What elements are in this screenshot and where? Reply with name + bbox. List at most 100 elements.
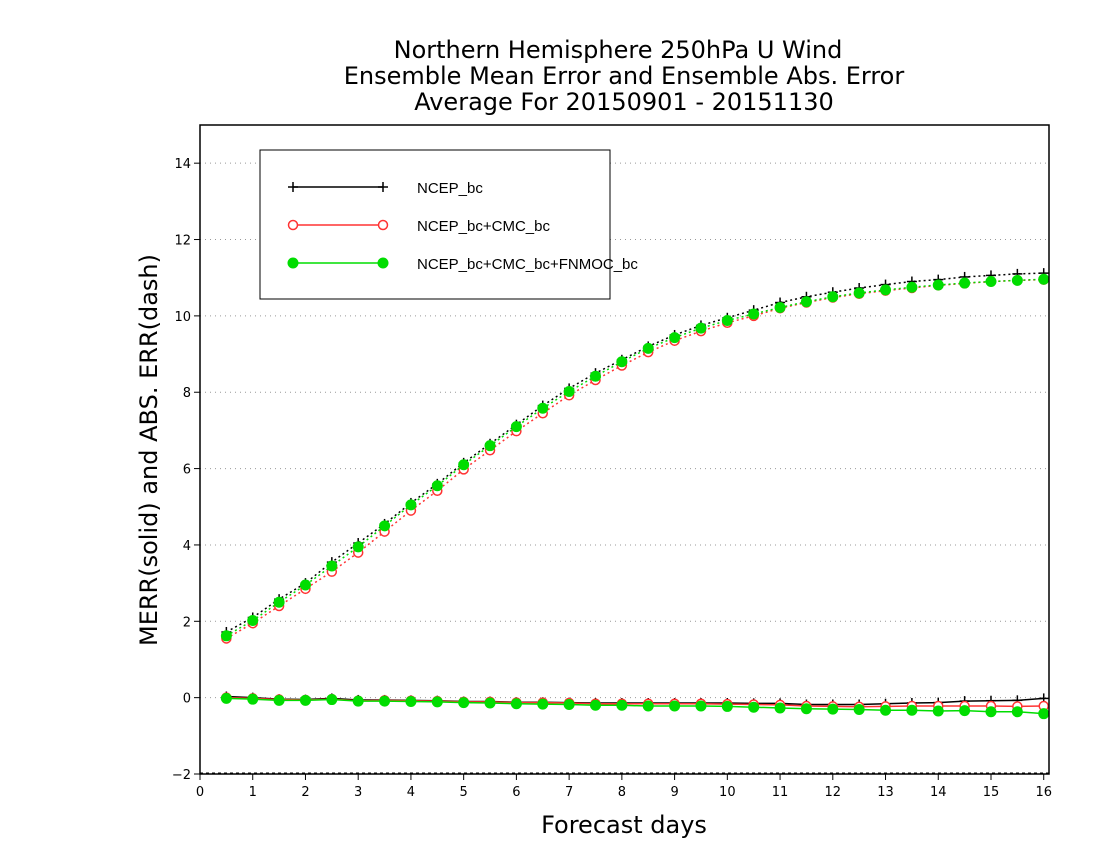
mean-err-point [247,693,259,705]
series-0 [221,268,1049,710]
mean-err-point [379,695,391,707]
legend-entry: NCEP_bc [288,180,483,197]
x-tick-label: 2 [301,785,309,800]
mean-err-point [405,695,417,707]
abs-err-point [774,301,786,313]
x-tick-label: 8 [618,785,626,800]
abs-err-point [510,421,522,433]
x-tick-label: 14 [930,785,947,800]
mean-err-point [352,695,364,707]
x-tick-label: 12 [825,785,842,800]
abs-err-line [225,278,1044,640]
mean-err-point [484,697,496,709]
abs-err-point [484,440,496,452]
x-axis-label: Forecast days [541,811,707,839]
y-tick-label: 12 [174,234,191,249]
abs-err-point [379,520,391,532]
abs-err-line [226,272,1044,633]
mean-err-point [431,696,443,708]
x-tick-label: 9 [670,785,678,800]
y-tick-label: 4 [183,539,191,554]
abs-err-point [721,314,733,326]
legend-label: NCEP_bc+CMC_bc [417,218,550,235]
series-layer [220,268,1050,720]
title-line-3: Average For 20150901 - 20151130 [414,88,834,116]
mean-err-point [800,703,812,715]
abs-err-line [225,278,1044,637]
abs-err-point [880,284,892,296]
mean-err-point [853,703,865,715]
y-axis-label: MERR(solid) and ABS. ERR(dash) [135,254,163,646]
series-1 [221,274,1049,713]
mean-err-point [959,705,971,717]
x-tick-label: 13 [877,785,894,800]
x-tick-label: 0 [196,785,204,800]
mean-err-point [906,704,918,716]
legend-marker [378,182,388,192]
mean-err-point [1011,706,1023,718]
y-tick-label: 0 [183,692,191,707]
abs-err-point [299,579,311,591]
x-tick-label: 1 [249,785,257,800]
legend-marker [288,182,298,192]
y-axis-ticks: −2 0 2 4 6 8 10 12 14 [172,157,200,783]
legend-entry: NCEP_bc+CMC_bc+FNMOC_bc [287,256,638,273]
abs-err-point [247,615,259,627]
abs-err-point [695,322,707,334]
abs-err-point [589,370,601,382]
x-tick-label: 5 [460,785,468,800]
abs-err-point [431,480,443,492]
mean-err-point [589,699,601,711]
mean-err-point [827,703,839,715]
abs-err-point [273,596,285,608]
abs-err-point [352,541,364,553]
abs-err-point [1011,274,1023,286]
mean-err-point [616,699,628,711]
x-tick-label: 3 [354,785,362,800]
mean-err-point [563,699,575,711]
x-tick-label: 16 [1035,785,1052,800]
abs-err-point [853,287,865,299]
mean-err-point [326,694,338,706]
y-tick-label: −2 [172,768,191,783]
abs-err-point [985,276,997,288]
mean-err-point [748,701,760,713]
mean-err-point [458,697,470,709]
title-line-1: Northern Hemisphere 250hPa U Wind [394,36,843,64]
legend-entry: NCEP_bc+CMC_bc [287,218,550,235]
mean-err-point [642,700,654,712]
abs-err-point [959,277,971,289]
abs-err-point [932,279,944,291]
x-tick-label: 11 [772,785,789,800]
y-tick-label: 14 [174,157,191,172]
y-tick-label: 8 [183,386,191,401]
mean-err-point [510,698,522,710]
abs-err-point [537,402,549,414]
mean-err-point [695,700,707,712]
mean-err-point [932,705,944,717]
abs-err-point [616,356,628,368]
abs-err-point [906,281,918,293]
mean-err-point [537,698,549,710]
mean-err-point [669,700,681,712]
mean-err-point [273,694,285,706]
abs-err-point [405,499,417,511]
title-line-2: Ensemble Mean Error and Ensemble Abs. Er… [344,62,905,90]
abs-err-point [220,630,232,642]
abs-err-point [1038,273,1050,285]
mean-err-point [1038,708,1050,720]
legend-label: NCEP_bc+CMC_bc+FNMOC_bc [417,256,638,273]
series-2 [220,273,1050,720]
abs-err-point [800,296,812,308]
mean-err-point [774,702,786,714]
plot-frame [199,124,1050,775]
y-tick-label: 2 [183,615,191,630]
legend-marker [377,219,389,231]
x-tick-label: 15 [983,785,1000,800]
mean-err-point [880,704,892,716]
mean-err-point [299,694,311,706]
mean-err-point [721,700,733,712]
x-tick-label: 4 [407,785,415,800]
abs-err-point [642,342,654,354]
mean-err-point [985,706,997,718]
